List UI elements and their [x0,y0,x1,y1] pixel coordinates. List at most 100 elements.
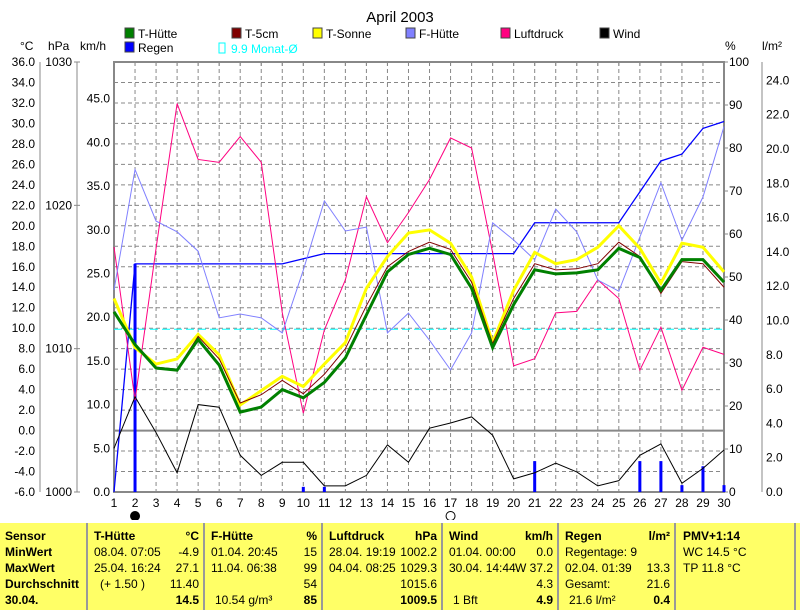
w-avg: 4.3 [536,577,553,591]
regen-unit: l/m² [648,529,670,543]
p-min-time: 28.04. 19:19 [329,545,396,559]
rain-unit: l/m² [762,39,782,53]
x-tick-label: 3 [153,496,160,510]
celsius-tick-label: 12.0 [12,301,36,315]
f-current: 85 [303,593,317,607]
f-avg: 54 [303,577,317,591]
celsius-tick-label: 2.0 [18,403,35,417]
x-tick-label: 7 [237,496,244,510]
legend-label-t-5cm: T-5cm [245,27,278,41]
t-huette-title: T-Hütte [94,529,136,543]
percent-tick-label: 50 [729,270,743,284]
col-luftdruck: Luftdruck hPa 28.04. 19:19 1002.2 04.04. 0… [323,523,443,610]
w-bft: 1 Bft [453,593,478,607]
x-tick-label: 5 [195,496,202,510]
rain-total-label: Gesamt: [565,577,611,591]
series-line-wind [113,395,725,487]
x-tick-label: 27 [654,496,668,510]
t-avg: 11.40 [169,577,199,591]
pmv-tp: TP 11.8 °C [683,561,741,575]
x-tick-label: 11 [318,496,331,510]
rain-tick-label: 18.0 [766,176,790,190]
percent-tick-label: 20 [729,399,743,413]
celsius-tick-label: 28.0 [12,137,36,151]
celsius-tick-label: 14.0 [12,280,36,294]
chart-title: April 2003 [366,9,434,26]
percent-unit: % [725,39,736,53]
celsius-tick-label: -2.0 [14,444,35,458]
rain-tick-label: 4.0 [766,416,783,430]
col-wind: Wind km/h 01.04. 00:00 0.0 30.04. 14:44 W 3… [443,523,559,610]
p-max-time: 04.04. 08:25 [329,561,396,575]
x-tick-label: 14 [381,496,395,510]
w-max: W 37.2 [514,561,553,575]
x-tick-label: 23 [570,496,584,510]
x-tick-label: 17 [444,496,458,510]
celsius-tick-label: 34.0 [12,75,36,89]
series-line-t-5cm [113,241,725,404]
legend-swatch [405,27,416,39]
kmh-tick-label: 35.0 [87,179,111,193]
hpa-tick-label: 1000 [45,485,72,499]
x-tick-label: 8 [258,496,265,510]
f-abs: 10.54 g/m³ [215,593,273,607]
legend-label-luftdruck: Luftdruck [514,27,564,41]
x-tick-label: 4 [174,496,181,510]
row-label-max: MaxWert [5,561,55,575]
rain-days: Regentage: 9 [565,545,638,559]
f-max-time: 11.04. 06:38 [211,561,277,575]
moon-new-icon [130,511,141,521]
series-line-t-hütte [112,246,726,414]
x-tick-label: 10 [297,496,311,510]
t-min: -4.9 [178,545,199,559]
legend-swatch [124,41,135,53]
percent-tick-label: 90 [729,98,743,112]
regen-title: Regen [565,529,602,543]
percent-tick-label: 0 [729,485,736,499]
celsius-tick-label: 18.0 [12,239,36,253]
rain-tick-label: 24.0 [766,73,790,87]
x-tick-label: 15 [402,496,416,510]
kmh-tick-label: 10.0 [87,398,111,412]
w-min-time: 01.04. 00:00 [449,545,516,559]
col-t-huette: T-Hütte °C 08.04. 07:05 -4.9 25.04. 16:24 2… [88,523,205,610]
celsius-tick-label: 32.0 [12,96,36,110]
t-max-time: 25.04. 16:24 [94,561,161,575]
legend-swatch [312,27,323,39]
legend-swatch [599,27,610,39]
celsius-tick-label: -4.0 [14,465,35,479]
celsius-tick-label: 30.0 [12,116,36,130]
legend-label-t-hütte: T-Hütte [138,27,178,41]
row-label-min: MinWert [5,545,53,559]
kmh-tick-label: 5.0 [93,441,110,455]
x-tick-label: 6 [216,496,223,510]
f-min: 15 [303,545,317,559]
f-huette-unit: % [306,529,317,543]
kmh-tick-label: 0.0 [93,485,110,499]
legend-label-t-sonne: T-Sonne [326,27,372,41]
col-regen: Regen l/m² Regentage: 9 02.04. 01:39 13.3 … [559,523,676,610]
x-tick-label: 22 [549,496,563,510]
rain-tick-label: 14.0 [766,245,790,259]
w-max-time: 30.04. 14:44 [449,561,516,575]
rain-tick-label: 20.0 [766,142,790,156]
percent-tick-label: 10 [729,442,743,456]
celsius-tick-label: 16.0 [12,260,36,274]
col-pmv: PMV+1:14 WC 14.5 °C TP 11.8 °C [676,523,796,610]
percent-tick-label: 80 [729,141,743,155]
row-label-current: 30.04. [5,593,39,607]
celsius-tick-label: 6.0 [18,362,35,376]
x-tick-label: 2 [132,496,139,510]
kmh-tick-label: 20.0 [87,310,111,324]
kmh-unit: km/h [80,39,106,53]
percent-tick-label: 60 [729,227,743,241]
p-current: 1009.5 [400,593,437,607]
legend-label-monthly-mean: 9.9 Monat-Ø [231,42,298,56]
p-min: 1002.2 [400,545,437,559]
row-label-avg: Durchschnitt [5,577,80,591]
kmh-tick-label: 25.0 [87,267,111,281]
x-tick-label: 24 [591,496,605,510]
luftdruck-title: Luftdruck [329,529,385,543]
celsius-tick-label: -6.0 [14,485,35,499]
celsius-tick-label: 26.0 [12,157,36,171]
